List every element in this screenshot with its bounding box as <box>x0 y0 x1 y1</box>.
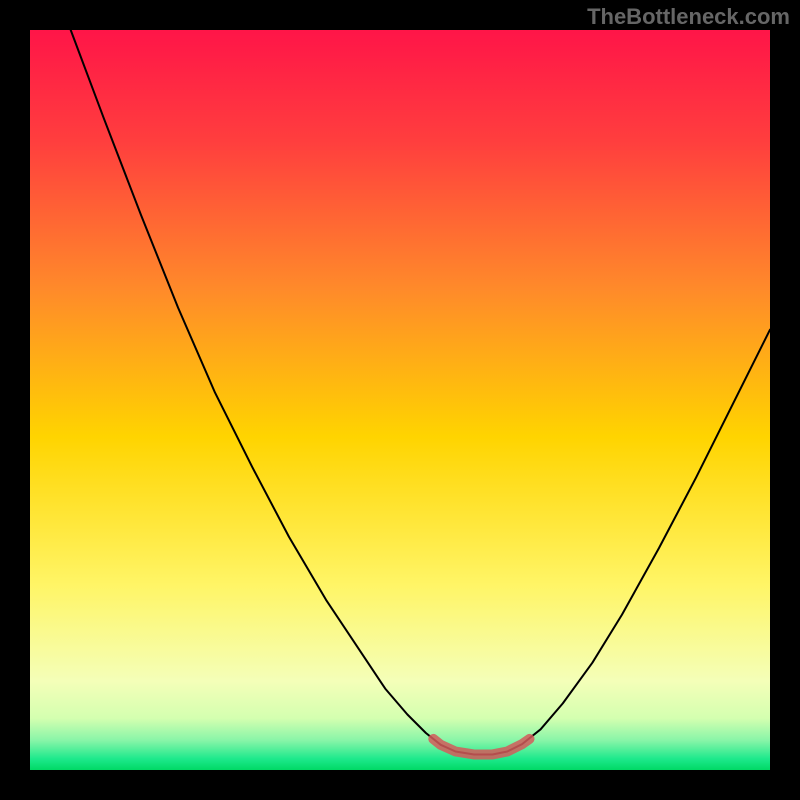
chart-container: TheBottleneck.com <box>0 0 800 800</box>
watermark-text: TheBottleneck.com <box>587 4 790 30</box>
chart-plot-bg <box>30 30 770 770</box>
bottleneck-chart <box>0 0 800 800</box>
